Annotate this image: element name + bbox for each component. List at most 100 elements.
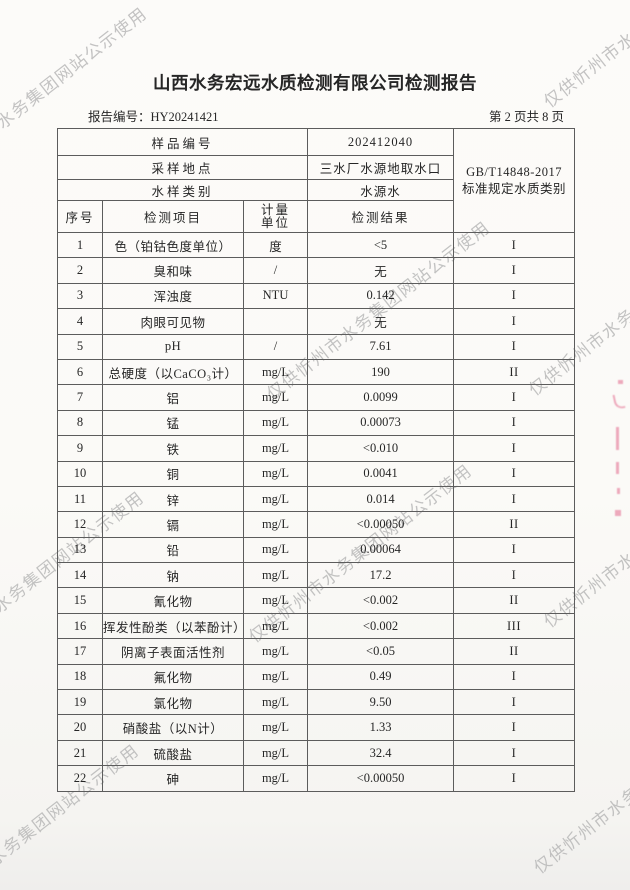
quality-class-cell: I	[453, 536, 576, 564]
report-meta-line: 报告编号：HY20241421 第 2 页共 8 页	[88, 106, 564, 125]
red-stamp-residue	[616, 462, 619, 474]
quality-class-cell: III	[453, 612, 576, 640]
row-index-cell: 17	[57, 638, 103, 665]
table-row: 3 浑浊度 NTU 0.142 I	[57, 282, 576, 310]
quality-class-cell: I	[453, 714, 576, 741]
row-index-cell: 13	[57, 536, 103, 564]
row-index-cell: 1	[57, 231, 103, 259]
unit-cell: mg/L	[242, 409, 309, 437]
result-cell: 1.33	[307, 714, 455, 741]
unit-cell: mg/L	[242, 587, 309, 614]
sampling-location-value: 三水厂水源地取水口	[307, 155, 455, 180]
page-indicator: 第 2 页共 8 页	[488, 110, 564, 124]
column-header-row: 序号 检测项目 计量 单位 检测结果	[57, 200, 575, 233]
table-row: 7 铝 mg/L 0.0099 I	[57, 384, 576, 411]
water-type-value: 水源水	[307, 179, 455, 201]
quality-class-cell: I	[453, 231, 576, 259]
test-item-cell: 铜	[102, 460, 244, 487]
standard-class-cell: GB/T14848-2017 标准规定水质类别	[453, 128, 576, 233]
result-cell: <0.00050	[307, 511, 455, 538]
quality-class-cell: I	[453, 689, 576, 716]
result-cell: <0.00050	[307, 765, 455, 792]
quality-class-cell: I	[453, 282, 576, 310]
sample-number-label: 样品编号	[56, 128, 309, 156]
table-row: 17 阴离子表面活性剂 mg/L <0.05 II	[57, 638, 576, 665]
result-cell: 无	[307, 308, 455, 335]
quality-class-cell: II	[453, 587, 576, 614]
unit-cell: 度	[242, 231, 309, 259]
test-item-cell: 镉	[102, 511, 244, 538]
row-index-cell: 14	[57, 562, 103, 589]
red-stamp-residue	[618, 380, 623, 384]
unit-cell: mg/L	[242, 358, 309, 386]
result-cell: 0.142	[307, 282, 455, 310]
unit-cell: mg/L	[242, 435, 309, 462]
test-item-cell: 铝	[102, 384, 244, 411]
row-index-cell: 7	[57, 384, 103, 411]
test-item-cell: 阴离子表面活性剂	[102, 638, 244, 665]
unit-cell: mg/L	[242, 714, 309, 741]
table-row: 16 挥发性酚类（以苯酚计） mg/L <0.002 III	[57, 612, 576, 640]
test-item-cell: 氯化物	[102, 689, 244, 716]
test-item-cell: 肉眼可见物	[102, 308, 244, 335]
result-cell: 9.50	[307, 689, 455, 716]
result-cell: 0.014	[307, 485, 455, 513]
unit-cell: mg/L	[242, 536, 309, 564]
table-row: 5 pH / 7.61 I	[57, 333, 576, 360]
result-cell: 0.0099	[307, 384, 455, 411]
unit-cell: mg/L	[242, 689, 309, 716]
table-row: 2 臭和味 / 无 I	[57, 257, 576, 284]
result-cell: 0.49	[307, 663, 455, 691]
test-item-cell: 色（铂钴色度单位）	[102, 231, 244, 259]
table-row: 15 氰化物 mg/L <0.002 II	[57, 587, 576, 614]
header-index: 序号	[57, 200, 103, 233]
sample-number-value: 202412040	[307, 128, 455, 156]
table-row: 9 铁 mg/L <0.010 I	[57, 435, 576, 462]
quality-class-cell: I	[453, 435, 576, 462]
report-number: 报告编号：HY20241421	[88, 110, 219, 124]
table-row: 8 锰 mg/L 0.00073 I	[57, 409, 576, 437]
row-index-cell: 2	[57, 257, 103, 284]
table-row: 20 硝酸盐（以N计） mg/L 1.33 I	[57, 714, 576, 741]
table-row: 13 铅 mg/L 0.00064 I	[57, 536, 576, 564]
test-item-cell: 氰化物	[102, 587, 244, 614]
quality-class-cell: II	[453, 511, 576, 538]
unit-cell: mg/L	[242, 384, 309, 411]
table-row: 14 钠 mg/L 17.2 I	[57, 562, 576, 589]
result-cell: 190	[307, 358, 455, 386]
standard-code: GB/T14848-2017	[466, 164, 562, 179]
table-row: 10 铜 mg/L 0.0041 I	[57, 460, 576, 487]
watermark-text: 仅供忻州市水务集团网站公示使用	[540, 0, 630, 112]
quality-class-cell: I	[453, 460, 576, 487]
quality-class-cell: I	[453, 257, 576, 284]
unit-cell: /	[242, 257, 309, 284]
quality-class-cell: II	[453, 358, 576, 386]
result-cell: 7.61	[307, 333, 455, 360]
test-item-cell: 硝酸盐（以N计）	[102, 714, 244, 741]
row-index-cell: 4	[57, 308, 103, 335]
result-cell: 0.00064	[307, 536, 455, 564]
result-cell: <0.002	[307, 612, 455, 640]
unit-cell: mg/L	[242, 638, 309, 665]
test-item-cell: 铅	[102, 536, 244, 564]
unit-cell: mg/L	[242, 511, 309, 538]
water-type-label: 水样类别	[56, 179, 309, 201]
result-cell: <0.002	[307, 587, 455, 614]
table-row: 21 硫酸盐 mg/L 32.4 I	[57, 739, 576, 767]
header-unit: 计量 单位	[242, 200, 309, 233]
row-index-cell: 5	[57, 333, 103, 360]
result-cell: 17.2	[307, 562, 455, 589]
header-result: 检测结果	[307, 200, 455, 233]
table-row: 18 氟化物 mg/L 0.49 I	[57, 663, 576, 691]
unit-cell: /	[242, 333, 309, 360]
result-cell: 32.4	[307, 739, 455, 767]
quality-class-cell: I	[453, 308, 576, 335]
quality-class-cell: I	[453, 765, 576, 792]
table-row: 11 锌 mg/L 0.014 I	[57, 485, 576, 513]
quality-class-cell: I	[453, 333, 576, 360]
unit-cell: mg/L	[242, 663, 309, 691]
red-stamp-residue	[616, 427, 619, 450]
sampling-location-label: 采样地点	[56, 155, 309, 180]
result-cell: <0.010	[307, 435, 455, 462]
unit-cell: mg/L	[242, 612, 309, 640]
